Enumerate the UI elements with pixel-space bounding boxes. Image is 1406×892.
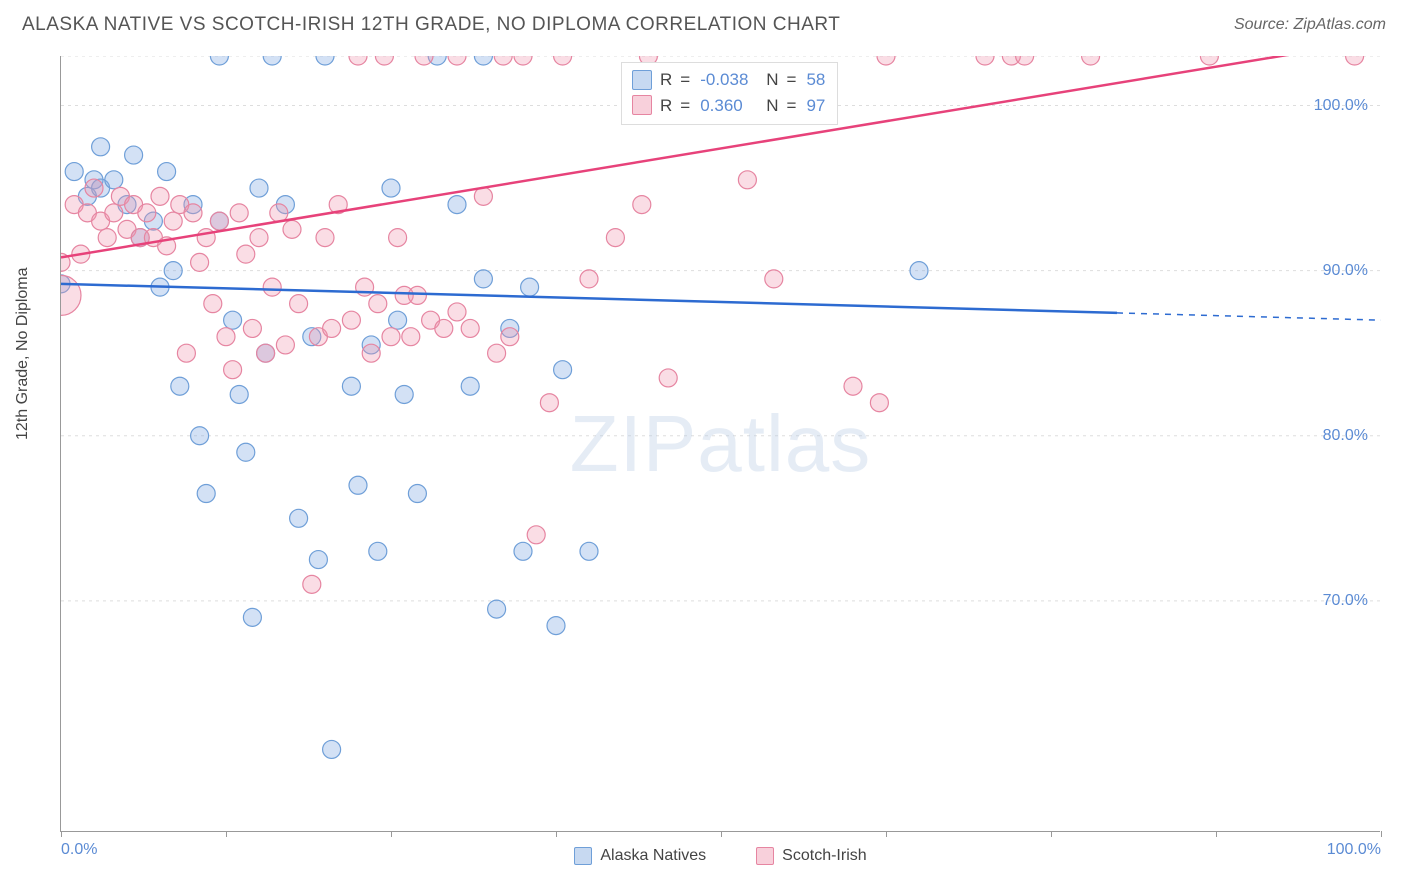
legend-r-label: R: [660, 93, 672, 119]
legend-n-label: N: [766, 93, 778, 119]
y-tick-label: 100.0%: [1314, 97, 1368, 115]
plot-area: ZIPatlas R= -0.038 N= 58 R= 0.360 N= 97 …: [60, 56, 1380, 832]
x-tick-mark: [1051, 831, 1052, 837]
x-tick-mark: [556, 831, 557, 837]
chart-area: ZIPatlas R= -0.038 N= 58 R= 0.360 N= 97 …: [60, 56, 1380, 832]
y-tick-label: 90.0%: [1323, 262, 1368, 280]
legend-n-value: 97: [806, 93, 825, 119]
x-tick-mark: [226, 831, 227, 837]
legend-swatch-icon: [574, 847, 592, 865]
legend-item-0: Alaska Natives: [574, 847, 706, 865]
chart-header: ALASKA NATIVE VS SCOTCH-IRISH 12TH GRADE…: [0, 0, 1406, 46]
legend-item-label: Scotch-Irish: [782, 847, 866, 865]
x-tick-label: 100.0%: [1327, 841, 1381, 859]
legend-r-value: -0.038: [700, 67, 756, 93]
y-axis-label: 12th Grade, No Diploma: [14, 267, 32, 440]
legend-swatch-icon: [632, 95, 652, 115]
legend-row-1: R= 0.360 N= 97: [632, 93, 825, 119]
legend-item-label: Alaska Natives: [600, 847, 706, 865]
legend-item-1: Scotch-Irish: [756, 847, 866, 865]
x-tick-mark: [1216, 831, 1217, 837]
scatter-plot-svg: [61, 56, 1381, 832]
x-tick-mark: [391, 831, 392, 837]
y-tick-label: 80.0%: [1323, 427, 1368, 445]
legend-r-value: 0.360: [700, 93, 756, 119]
legend-n-value: 58: [806, 67, 825, 93]
correlation-legend: R= -0.038 N= 58 R= 0.360 N= 97: [621, 62, 838, 125]
legend-row-0: R= -0.038 N= 58: [632, 67, 825, 93]
legend-swatch-icon: [632, 70, 652, 90]
x-tick-label: 0.0%: [61, 841, 97, 859]
chart-title: ALASKA NATIVE VS SCOTCH-IRISH 12TH GRADE…: [22, 14, 840, 36]
x-tick-mark: [61, 831, 62, 837]
series-legend: Alaska Natives Scotch-Irish: [61, 847, 1380, 865]
x-tick-mark: [721, 831, 722, 837]
y-tick-label: 70.0%: [1323, 592, 1368, 610]
legend-n-label: N: [766, 67, 778, 93]
chart-source: Source: ZipAtlas.com: [1234, 16, 1386, 34]
x-tick-mark: [886, 831, 887, 837]
x-tick-mark: [1381, 831, 1382, 837]
legend-swatch-icon: [756, 847, 774, 865]
legend-r-label: R: [660, 67, 672, 93]
